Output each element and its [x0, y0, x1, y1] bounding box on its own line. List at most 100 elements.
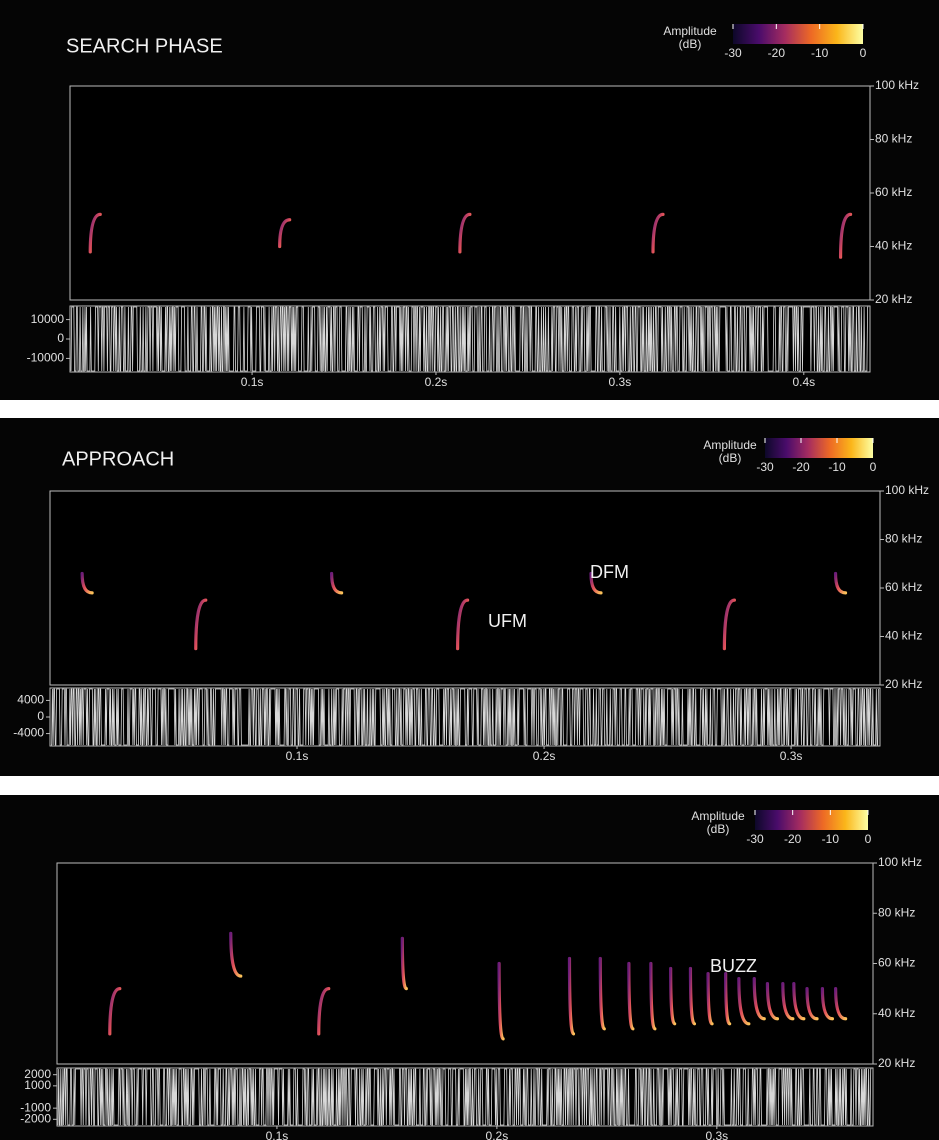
- call: [737, 976, 751, 1026]
- spectrogram-frame: [49, 490, 881, 686]
- colorbar-label: (dB): [679, 37, 702, 51]
- call: [834, 987, 848, 1021]
- waveform-tick-label: -4000: [13, 726, 44, 740]
- call: [88, 212, 102, 254]
- colorbar: [765, 438, 873, 458]
- call: [820, 987, 835, 1021]
- colorbar: [733, 24, 863, 44]
- x-tick-label: 0.4s: [792, 375, 815, 389]
- y-tick-label: 80 kHz: [885, 532, 922, 546]
- call: [589, 571, 603, 595]
- panel-title: SEARCH PHASE: [66, 35, 223, 57]
- call: [330, 571, 344, 595]
- x-tick-label: 0.2s: [486, 1129, 509, 1140]
- waveform: [51, 688, 879, 746]
- colorbar-label: Amplitude: [663, 24, 717, 38]
- x-tick-label: 0.2s: [533, 749, 556, 763]
- call: [651, 212, 665, 254]
- call: [765, 982, 780, 1021]
- waveform: [57, 1068, 872, 1126]
- call: [722, 598, 736, 651]
- y-tick-label: 80 kHz: [875, 132, 912, 146]
- call: [80, 571, 94, 595]
- colorbar-tick-label: -30: [724, 46, 742, 60]
- call: [627, 961, 635, 1031]
- colorbar-tick-label: -20: [768, 46, 786, 60]
- call: [400, 936, 408, 991]
- waveform-tick-label: 2000: [24, 1067, 51, 1081]
- call: [649, 961, 657, 1031]
- x-tick-label: 0.2s: [425, 375, 448, 389]
- call: [278, 218, 292, 249]
- call: [229, 931, 243, 978]
- call: [455, 598, 470, 651]
- y-tick-label: 60 kHz: [878, 956, 915, 970]
- y-tick-label: 20 kHz: [875, 292, 912, 306]
- colorbar-tick-label: -10: [822, 832, 840, 846]
- waveform-tick-label: 0: [57, 331, 64, 345]
- annotation: DFM: [590, 562, 629, 582]
- call: [752, 976, 766, 1021]
- panel-title: APPROACH: [62, 448, 174, 470]
- waveform-tick-label: -1000: [20, 1100, 51, 1114]
- x-tick-label: 0.1s: [266, 1129, 289, 1140]
- call: [706, 971, 714, 1026]
- call: [458, 212, 472, 254]
- colorbar-tick-label: -10: [811, 46, 829, 60]
- y-tick-label: 100 kHz: [875, 78, 919, 92]
- colorbar-tick-label: 0: [865, 832, 872, 846]
- y-tick-label: 60 kHz: [875, 185, 912, 199]
- waveform-tick-label: 0: [37, 709, 44, 723]
- annotation: UFM: [488, 611, 527, 631]
- x-tick-label: 0.3s: [705, 1129, 728, 1140]
- call: [724, 971, 732, 1026]
- x-tick-label: 0.3s: [609, 375, 632, 389]
- annotation: BUZZ: [710, 956, 757, 976]
- y-tick-label: 40 kHz: [875, 239, 912, 253]
- y-tick-label: 40 kHz: [885, 629, 922, 643]
- call: [688, 966, 697, 1026]
- x-tick-label: 0.3s: [780, 749, 803, 763]
- call: [194, 598, 208, 651]
- colorbar-tick-label: 0: [860, 46, 867, 60]
- call: [792, 982, 806, 1021]
- spectrogram-frame: [56, 862, 874, 1065]
- colorbar: [755, 810, 868, 830]
- panel: SEARCH PHASE 20 kHz 40 kHz 60 kHz 80 kHz 100 …: [0, 0, 939, 400]
- y-tick-label: 80 kHz: [878, 905, 915, 919]
- call: [833, 571, 848, 595]
- call: [838, 212, 853, 259]
- colorbar-tick-label: -10: [828, 460, 846, 474]
- call: [567, 956, 576, 1036]
- y-tick-label: 60 kHz: [885, 580, 922, 594]
- call: [781, 982, 795, 1021]
- colorbar-label: Amplitude: [703, 438, 757, 452]
- y-tick-label: 20 kHz: [878, 1056, 915, 1070]
- y-tick-label: 20 kHz: [885, 677, 922, 691]
- waveform-tick-label: 10000: [31, 312, 65, 326]
- call: [317, 987, 331, 1036]
- waveform-tick-label: 4000: [17, 693, 44, 707]
- waveform: [70, 306, 869, 372]
- colorbar-tick-label: -30: [756, 460, 774, 474]
- colorbar-tick-label: -20: [784, 832, 802, 846]
- y-tick-label: 100 kHz: [885, 483, 929, 497]
- colorbar-label: (dB): [719, 451, 742, 465]
- colorbar-tick-label: -30: [746, 832, 764, 846]
- call: [669, 966, 677, 1026]
- panel: APPROACH 20 kHz 40 kHz 60 kHz 80 kHz 100 kHz D…: [0, 418, 939, 776]
- call: [108, 987, 122, 1036]
- waveform-tick-label: -10000: [27, 351, 65, 365]
- waveform-tick-label: -2000: [20, 1111, 51, 1125]
- colorbar-tick-label: -20: [792, 460, 810, 474]
- colorbar-label: (dB): [707, 822, 730, 836]
- colorbar-label: Amplitude: [691, 809, 745, 823]
- x-tick-label: 0.1s: [286, 749, 309, 763]
- waveform-tick-label: 1000: [24, 1078, 51, 1092]
- call: [805, 987, 819, 1021]
- x-tick-label: 0.1s: [241, 375, 264, 389]
- call: [497, 961, 505, 1041]
- spectrogram-frame: [69, 85, 871, 301]
